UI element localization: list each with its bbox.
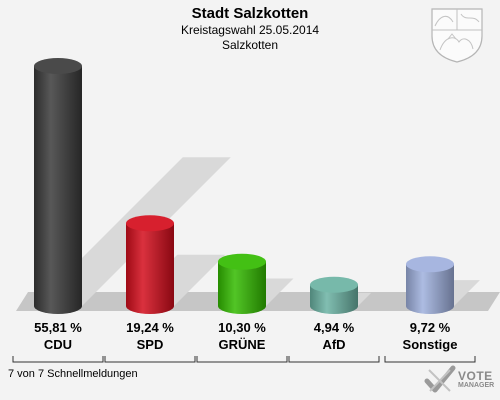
category-bracket-1 [104, 356, 196, 363]
category-bracket-0 [12, 356, 104, 363]
value-label-2: 10,30 % [218, 320, 266, 335]
logo-word-vote: VOTE [458, 369, 493, 383]
category-label-2: GRÜNE [219, 337, 266, 352]
category-label-4: Sonstige [403, 337, 458, 352]
bar-spd [126, 223, 174, 314]
bar-top-grüne [218, 253, 266, 270]
bar-top-spd [126, 215, 174, 232]
bar-top-sonstige [406, 256, 454, 273]
chart-title: Stadt Salzkotten [191, 5, 309, 22]
category-bracket-4 [384, 356, 476, 363]
category-label-1: SPD [137, 337, 164, 352]
category-label-0: CDU [44, 337, 72, 352]
bar-cdu [34, 66, 82, 314]
value-label-1: 19,24 % [126, 320, 174, 335]
bar-top-afd [310, 276, 358, 293]
bar-grüne [218, 261, 266, 314]
category-label-3: AfD [322, 337, 345, 352]
bar-sonstige [406, 264, 454, 314]
status-text: 7 von 7 Schnellmeldungen [8, 368, 138, 380]
bar-afd [310, 284, 358, 314]
category-bracket-2 [196, 356, 288, 363]
bar-top-cdu [34, 58, 82, 75]
coat-of-arms-icon [431, 8, 483, 63]
value-label-3: 4,94 % [314, 320, 355, 335]
chart-header: Stadt Salzkotten Kreistagswahl 25.05.201… [0, 4, 500, 53]
vote-manager-logo: VOTE MANAGER [424, 364, 498, 396]
value-label-4: 9,72 % [410, 320, 451, 335]
category-bracket-3 [288, 356, 380, 363]
logo-word-manager: MANAGER [458, 382, 495, 389]
chart-subtitle: Kreistagswahl 25.05.2014 [180, 23, 320, 37]
chart-location: Salzkotten [221, 38, 279, 52]
value-label-0: 55,81 % [34, 320, 82, 335]
check-mark-icon [424, 365, 456, 393]
